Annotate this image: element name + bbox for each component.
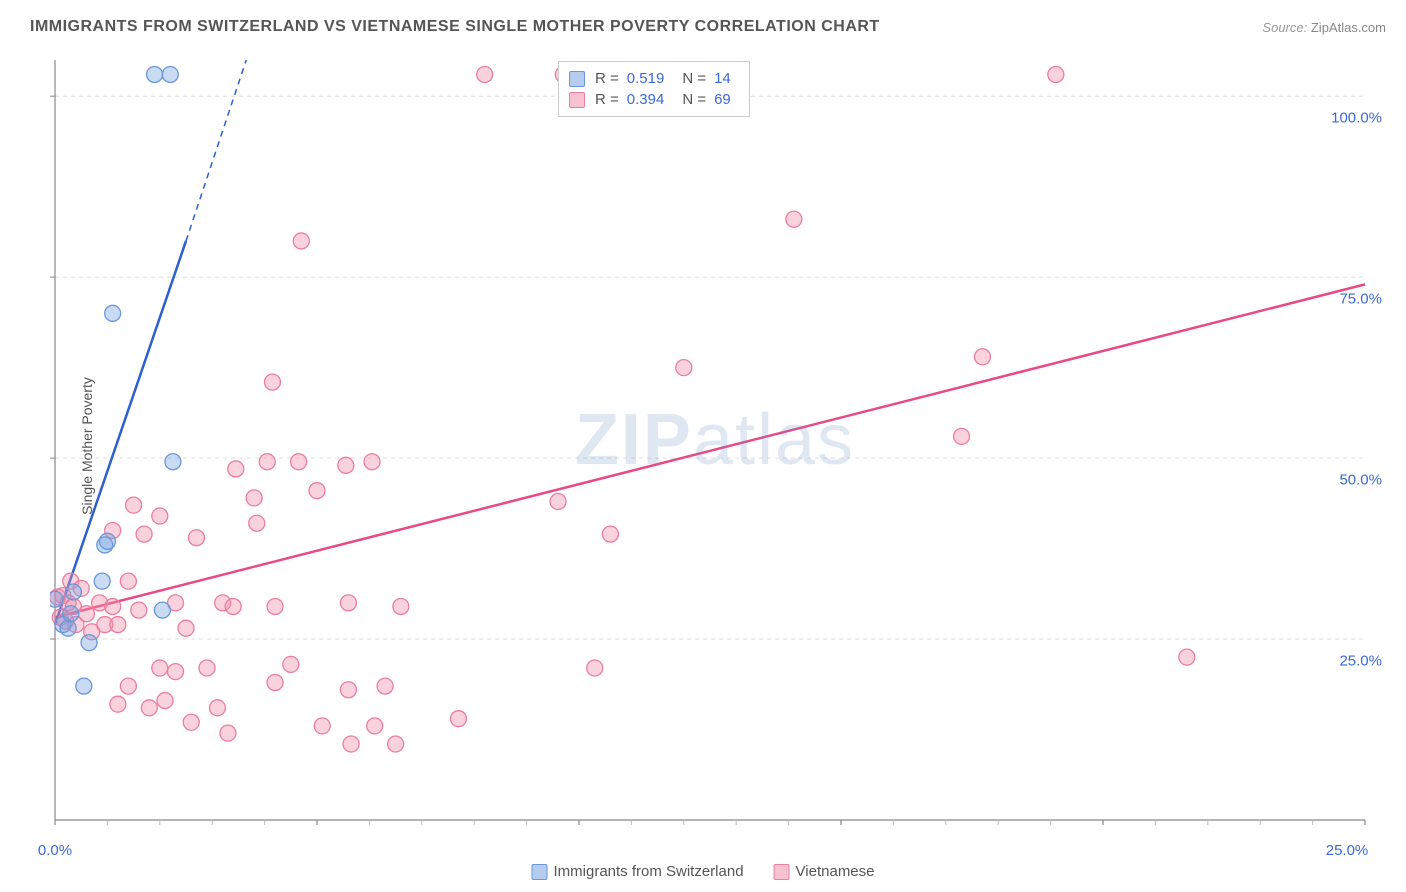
legend-n-label: N = [682, 91, 706, 108]
y-tick-label: 50.0% [1339, 472, 1382, 489]
legend-swatch [774, 864, 790, 880]
x-tick-label: 0.0% [38, 842, 72, 859]
legend-bottom-item: Immigrants from Switzerland [531, 863, 743, 880]
legend-n-value: 14 [714, 70, 731, 87]
legend-row: R = 0.394 N = 69 [569, 89, 739, 110]
plot-area: ZIPatlas R =0.519N =14R =0.394N =69 25.0… [50, 55, 1380, 825]
legend-bottom-item: Vietnamese [774, 863, 875, 880]
legend-swatch [569, 92, 585, 108]
legend-r-value: 0.394 [627, 91, 665, 108]
legend-row: R = 0.519 N = 14 [569, 68, 739, 89]
source-label: Source: [1262, 20, 1307, 35]
source-value: ZipAtlas.com [1311, 20, 1386, 35]
source-attribution: Source: ZipAtlas.com [1262, 20, 1386, 35]
y-tick-label: 25.0% [1339, 653, 1382, 670]
legend-swatch [531, 864, 547, 880]
legend-r-label: R = [595, 70, 619, 87]
chart-svg [50, 55, 1380, 825]
legend-n-value: 69 [714, 91, 731, 108]
y-tick-label: 75.0% [1339, 291, 1382, 308]
y-tick-label: 100.0% [1331, 110, 1382, 127]
legend-swatch [569, 71, 585, 87]
legend-correlation: R = 0.519 N = 14 R = 0.394 N = 69 [558, 61, 750, 117]
x-tick-label: 25.0% [1326, 842, 1369, 859]
legend-series-name: Vietnamese [796, 863, 875, 880]
legend-r-label: R = [595, 91, 619, 108]
legend-n-label: N = [682, 70, 706, 87]
chart-title: IMMIGRANTS FROM SWITZERLAND VS VIETNAMES… [30, 18, 880, 36]
legend-r-value: 0.519 [627, 70, 665, 87]
legend-series-name: Immigrants from Switzerland [553, 863, 743, 880]
legend-bottom: Immigrants from Switzerland Vietnamese [531, 863, 874, 880]
